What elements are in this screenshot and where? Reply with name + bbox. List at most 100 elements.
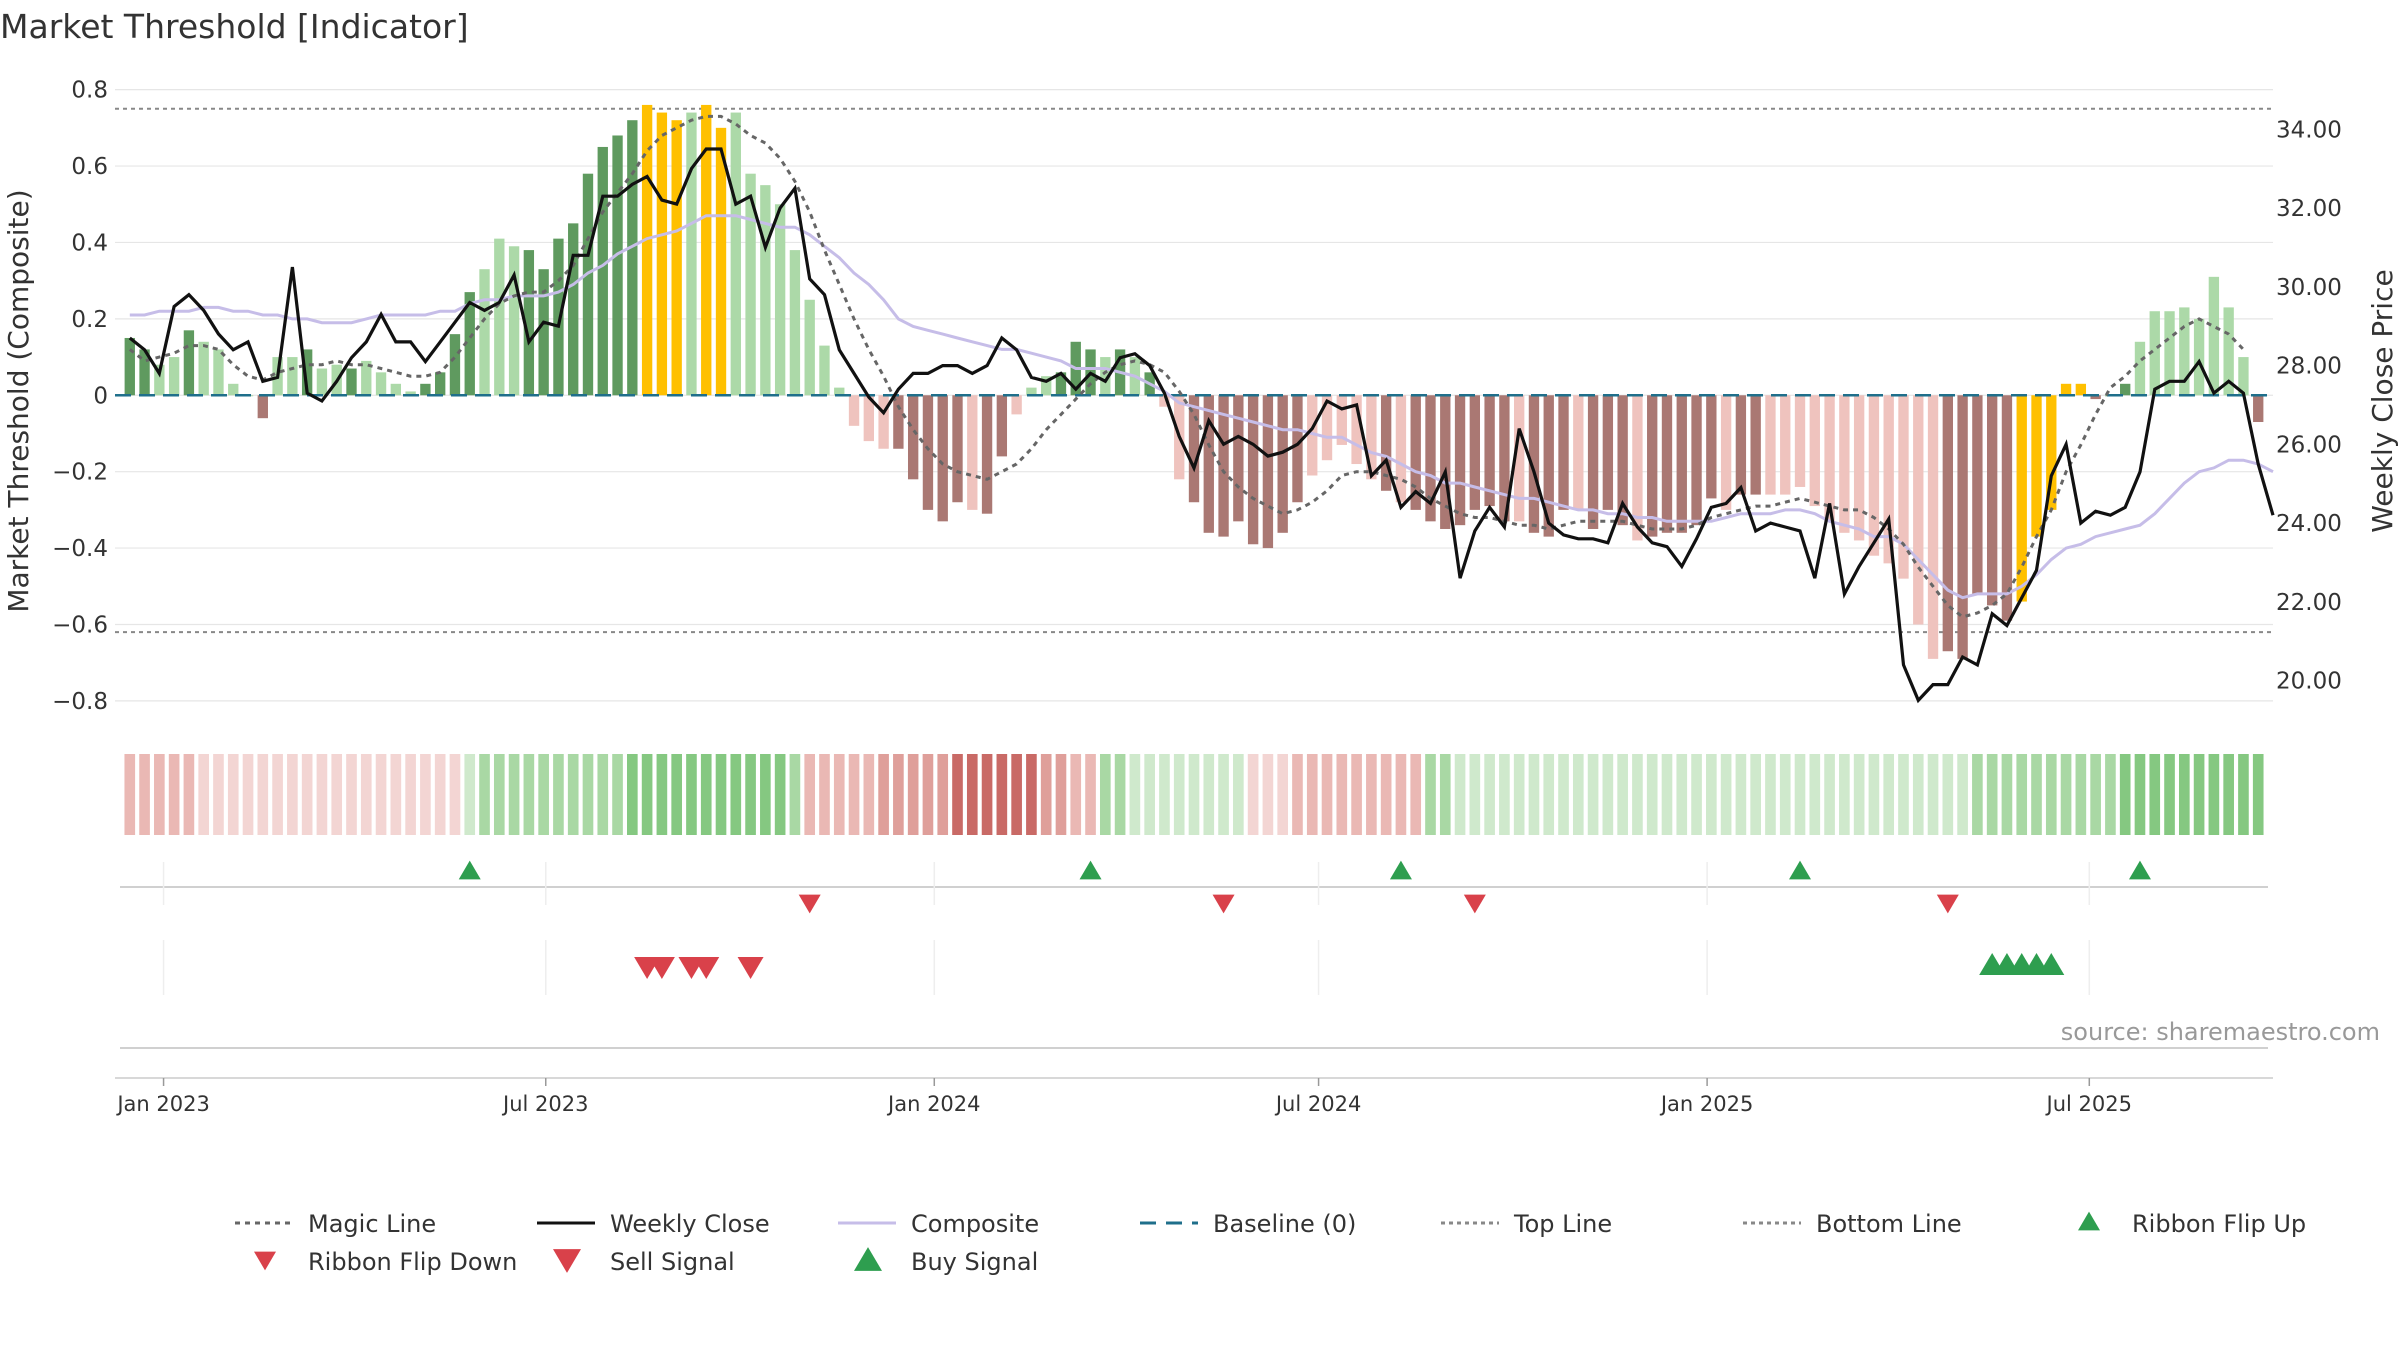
legend-item: Baseline (0): [1140, 1210, 1356, 1238]
composite-bar: [523, 250, 535, 396]
ribbon-cell: [139, 754, 150, 835]
ribbon-flip-up-marker: [2128, 860, 2151, 880]
composite-bar: [2238, 357, 2249, 396]
ribbon-cell: [1972, 754, 1983, 835]
ribbon-cell: [1040, 754, 1052, 835]
composite-bar: [1351, 395, 1362, 465]
composite-bar: [435, 372, 446, 396]
composite-bar: [301, 349, 313, 396]
legend-item: Weekly Close: [537, 1210, 770, 1238]
ribbon-cell: [1868, 754, 1880, 835]
composite-bar: [1410, 395, 1421, 510]
composite-bar: [1809, 395, 1820, 507]
legend-label: Top Line: [1513, 1210, 1612, 1238]
ribbon-cell: [1499, 754, 1510, 835]
buy-signal-marker: [2038, 952, 2065, 976]
ribbon-cell: [1617, 754, 1628, 835]
ribbon-cell: [789, 754, 801, 835]
ribbon-cell: [154, 754, 165, 835]
x-tick-label: Jul 2025: [2045, 1092, 2132, 1116]
composite-bar: [1898, 395, 1909, 579]
composite-bar: [1484, 395, 1495, 507]
composite-bar: [1780, 395, 1791, 495]
sell-signal-marker: [648, 956, 675, 980]
composite-bar: [1735, 395, 1747, 495]
ribbon-cell: [1114, 754, 1126, 835]
composite-bar: [1632, 395, 1643, 541]
ribbon-cell: [1558, 754, 1569, 835]
ribbon-cell: [301, 754, 313, 835]
composite-bar: [2090, 395, 2101, 400]
ribbon-cell: [420, 754, 431, 835]
ribbon-cell: [287, 754, 298, 835]
y-tick-label: −0.6: [52, 612, 108, 638]
ribbon-cell: [523, 754, 535, 835]
ribbon-cell: [1898, 754, 1909, 835]
y-axis-label: Market Threshold (Composite): [2, 189, 35, 612]
composite-bar: [1868, 395, 1880, 556]
legend-label: Baseline (0): [1213, 1210, 1356, 1238]
ribbon-cell: [715, 754, 727, 835]
composite-bar: [1957, 395, 1968, 659]
legend-label: Ribbon Flip Up: [2132, 1210, 2306, 1238]
ribbon-cell: [1750, 754, 1761, 835]
y2-tick-label: 20.00: [2276, 669, 2342, 695]
ribbon-cell: [966, 754, 978, 835]
ribbon-cell: [907, 754, 919, 835]
composite-bar: [1543, 395, 1554, 537]
ribbon-flip-up-marker: [1789, 860, 1812, 880]
legend-item: Top Line: [1441, 1210, 1612, 1238]
y-tick-label: −0.2: [52, 460, 108, 486]
ribbon-cell: [1543, 754, 1555, 835]
composite-bar: [2223, 307, 2234, 396]
ribbon-cell: [700, 754, 712, 835]
composite-bar: [922, 395, 934, 510]
composite-bar: [1469, 395, 1481, 510]
composite-bar: [1587, 395, 1599, 529]
composite-bar: [1026, 387, 1037, 396]
ribbon-cell: [1395, 754, 1407, 835]
x-tick-label: Jul 2024: [1274, 1092, 1361, 1116]
ribbon-cell: [1528, 754, 1540, 835]
y2-tick-label: 26.00: [2276, 432, 2342, 458]
composite-bar: [686, 112, 697, 396]
composite-bar: [361, 360, 372, 396]
ribbon-cell: [671, 754, 682, 835]
composite-bar: [198, 341, 209, 396]
y-tick-label: −0.8: [52, 689, 108, 715]
ribbon-cell: [1484, 754, 1495, 835]
ribbon-cell: [346, 754, 357, 835]
composite-bar: [1380, 395, 1392, 491]
ribbon-cell: [774, 754, 786, 835]
ribbon-cell: [819, 754, 830, 835]
ribbon-cell: [745, 754, 756, 835]
legend-item: Buy Signal: [854, 1247, 1038, 1276]
x-tick-label: Jan 2023: [115, 1092, 210, 1116]
ribbon-cell: [612, 754, 623, 835]
composite-bar: [1942, 395, 1953, 652]
ribbon-cell: [2238, 754, 2249, 835]
ribbon-cell: [508, 754, 520, 835]
ribbon-cell: [2208, 754, 2220, 835]
ribbon-cell: [641, 754, 653, 835]
y2-tick-label: 24.00: [2276, 511, 2342, 537]
composite-bar: [952, 395, 963, 503]
composite-bar: [464, 292, 475, 396]
composite-bar: [1321, 395, 1333, 461]
legend-item: Composite: [838, 1210, 1039, 1238]
composite-bar: [2193, 318, 2205, 396]
ribbon-cell: [567, 754, 579, 835]
trend-ribbon: [124, 754, 2264, 835]
ribbon-cell: [1011, 754, 1022, 835]
composite-bar: [612, 135, 623, 396]
ribbon-cell: [2223, 754, 2234, 835]
composite-bar: [967, 395, 978, 510]
composite-bar: [804, 299, 815, 396]
ribbon-cell: [833, 754, 845, 835]
composite-bar: [1440, 395, 1451, 529]
y2-tick-label: 34.00: [2276, 117, 2342, 143]
composite-bar: [2134, 341, 2146, 396]
legend-item: Sell Signal: [553, 1248, 735, 1276]
composite-bar: [420, 383, 431, 396]
